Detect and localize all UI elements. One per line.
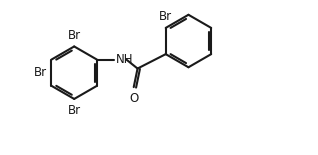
Text: Br: Br [33, 66, 47, 79]
Text: O: O [129, 92, 138, 105]
Text: Br: Br [159, 10, 172, 23]
Text: Br: Br [68, 29, 81, 42]
Text: Br: Br [68, 104, 81, 117]
Text: NH: NH [116, 53, 133, 66]
